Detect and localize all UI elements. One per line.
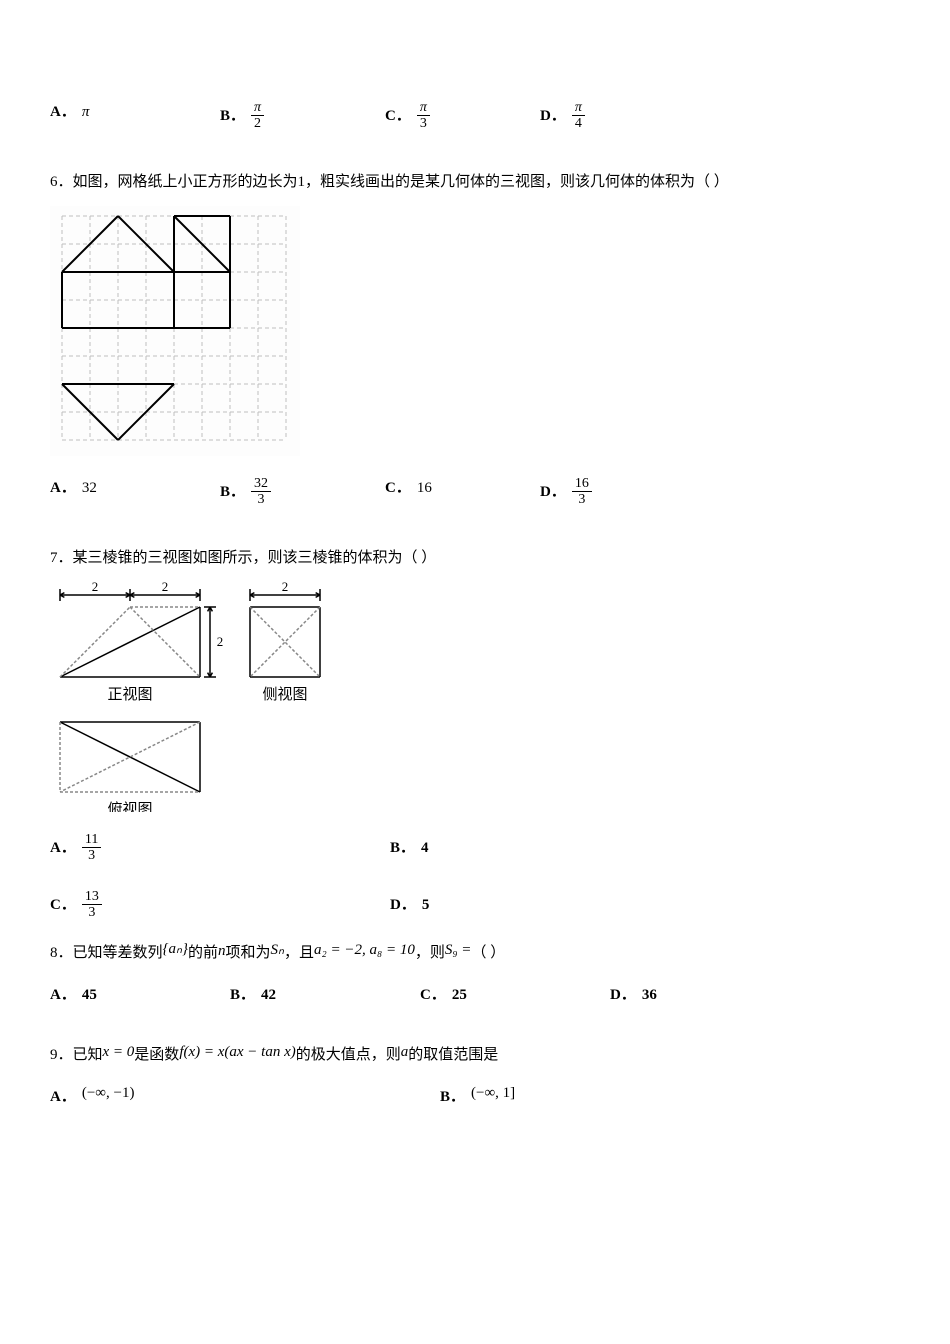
q8-opt-c: C． 25 bbox=[420, 983, 467, 1007]
opt-value: 42 bbox=[261, 983, 276, 1007]
q9-x0: x = 0 bbox=[103, 1044, 135, 1060]
opt-value: 16 3 bbox=[572, 476, 592, 508]
q6-opt-a: A． 32 bbox=[50, 476, 97, 500]
q9-prefix: 9．已知 bbox=[50, 1047, 103, 1063]
opt-value: (−∞, 1] bbox=[471, 1081, 515, 1105]
opt-label: B． bbox=[390, 836, 415, 860]
q8-cond: a₂ = −2, a₈ = 10 bbox=[314, 942, 415, 958]
opt-label: B． bbox=[230, 983, 255, 1007]
q7-figure: 2 2 2 正视图 2 侧视图俯视图 bbox=[50, 582, 900, 812]
opt-label: D． bbox=[540, 104, 566, 128]
svg-text:2: 2 bbox=[282, 582, 289, 594]
q5-options: A． π B． π 2 C． π 3 D． π 4 bbox=[50, 100, 900, 140]
q6-figure bbox=[50, 206, 900, 456]
opt-value: 45 bbox=[82, 983, 97, 1007]
opt-label: A． bbox=[50, 836, 76, 860]
q9-text: 9．已知x = 0是函数f(x) = x(ax − tan x)的极大值点，则a… bbox=[50, 1043, 900, 1067]
opt-value: 4 bbox=[421, 836, 429, 860]
q8-opt-b: B． 42 bbox=[230, 983, 276, 1007]
q8-mid2: 项和为 bbox=[226, 945, 271, 961]
q7-text: 7．某三棱锥的三视图如图所示，则该三棱锥的体积为（ ） bbox=[50, 546, 900, 570]
q6-svg bbox=[50, 206, 300, 456]
opt-value: 25 bbox=[452, 983, 467, 1007]
opt-label: C． bbox=[385, 104, 411, 128]
svg-text:正视图: 正视图 bbox=[107, 686, 152, 703]
q8-text: 8．已知等差数列{aₙ}的前n项和为Sₙ，且a₂ = −2, a₈ = 10，则… bbox=[50, 941, 900, 965]
q5-opt-a: A． π bbox=[50, 100, 89, 124]
opt-value: 32 bbox=[82, 476, 97, 500]
opt-label: D． bbox=[540, 480, 566, 504]
q8-s9: S₉ = bbox=[445, 942, 472, 958]
q6-opt-b: B． 32 3 bbox=[220, 476, 271, 508]
q9-suffix: 的取值范围是 bbox=[408, 1047, 498, 1063]
q9-options: A． (−∞, −1) B． (−∞, 1] bbox=[50, 1085, 900, 1109]
q8-sn: Sₙ bbox=[271, 942, 284, 958]
opt-value: 5 bbox=[422, 893, 430, 917]
opt-label: D． bbox=[390, 893, 416, 917]
q6-opt-c: C． 16 bbox=[385, 476, 432, 500]
q9-opt-a: A． (−∞, −1) bbox=[50, 1085, 440, 1109]
opt-value: 11 3 bbox=[82, 832, 101, 864]
q7-opt-b: B． 4 bbox=[390, 832, 429, 864]
opt-value: 13 3 bbox=[82, 889, 102, 921]
q8-mid3: ，且 bbox=[284, 945, 314, 961]
opt-label: C． bbox=[385, 476, 411, 500]
opt-value: (−∞, −1) bbox=[82, 1081, 135, 1105]
q7-options: A． 11 3 B． 4 C． 13 3 D． 5 bbox=[50, 832, 900, 921]
q5-opt-d: D． π 4 bbox=[540, 100, 585, 132]
opt-label: A． bbox=[50, 100, 76, 124]
q7-opt-a: A． 11 3 bbox=[50, 832, 390, 864]
q7-opt-d: D． 5 bbox=[390, 889, 429, 921]
q9-a: a bbox=[401, 1044, 409, 1060]
opt-label: A． bbox=[50, 983, 76, 1007]
opt-label: A． bbox=[50, 1085, 76, 1109]
opt-value: 32 3 bbox=[251, 476, 271, 508]
q8-mid4: ，则 bbox=[415, 945, 445, 961]
svg-text:俯视图: 俯视图 bbox=[107, 801, 152, 812]
opt-value: 16 bbox=[417, 476, 432, 500]
svg-text:2: 2 bbox=[217, 634, 224, 649]
q9-mid2: 的极大值点，则 bbox=[296, 1047, 401, 1063]
opt-label: C． bbox=[420, 983, 446, 1007]
q9-fx: f(x) = x(ax − tan x) bbox=[179, 1044, 295, 1060]
q8-seq: {aₙ} bbox=[163, 941, 188, 957]
q5-opt-b: B． π 2 bbox=[220, 100, 264, 132]
q7-svg: 2 2 2 正视图 2 侧视图俯视图 bbox=[50, 582, 340, 812]
q8-mid1: 的前 bbox=[188, 945, 218, 961]
opt-value: 36 bbox=[642, 983, 657, 1007]
opt-label: C． bbox=[50, 893, 76, 917]
q8-opt-d: D． 36 bbox=[610, 983, 657, 1007]
opt-value: π bbox=[82, 100, 90, 124]
q7-opt-c: C． 13 3 bbox=[50, 889, 390, 921]
opt-label: A． bbox=[50, 476, 76, 500]
q5-opt-c: C． π 3 bbox=[385, 100, 430, 132]
q8-options: A． 45 B． 42 C． 25 D． 36 bbox=[50, 983, 900, 1013]
q6-options: A． 32 B． 32 3 C． 16 D． 16 3 bbox=[50, 476, 900, 516]
q6-text: 6．如图，网格纸上小正方形的边长为1，粗实线画出的是某几何体的三视图，则该几何体… bbox=[50, 170, 900, 194]
svg-text:2: 2 bbox=[92, 582, 99, 594]
q8-n: n bbox=[218, 943, 226, 959]
opt-label: B． bbox=[440, 1085, 465, 1109]
opt-value: π 4 bbox=[572, 100, 585, 132]
q8-opt-a: A． 45 bbox=[50, 983, 97, 1007]
opt-label: B． bbox=[220, 104, 245, 128]
q9-opt-b: B． (−∞, 1] bbox=[440, 1085, 515, 1109]
q9-mid1: 是函数 bbox=[134, 1047, 179, 1063]
opt-label: D． bbox=[610, 983, 636, 1007]
opt-label: B． bbox=[220, 480, 245, 504]
opt-value: π 3 bbox=[417, 100, 430, 132]
q8-suffix: （ ） bbox=[471, 945, 505, 961]
svg-text:侧视图: 侧视图 bbox=[262, 686, 307, 703]
opt-value: π 2 bbox=[251, 100, 264, 132]
q8-prefix: 8．已知等差数列 bbox=[50, 945, 163, 961]
svg-text:2: 2 bbox=[162, 582, 169, 594]
q6-opt-d: D． 16 3 bbox=[540, 476, 592, 508]
